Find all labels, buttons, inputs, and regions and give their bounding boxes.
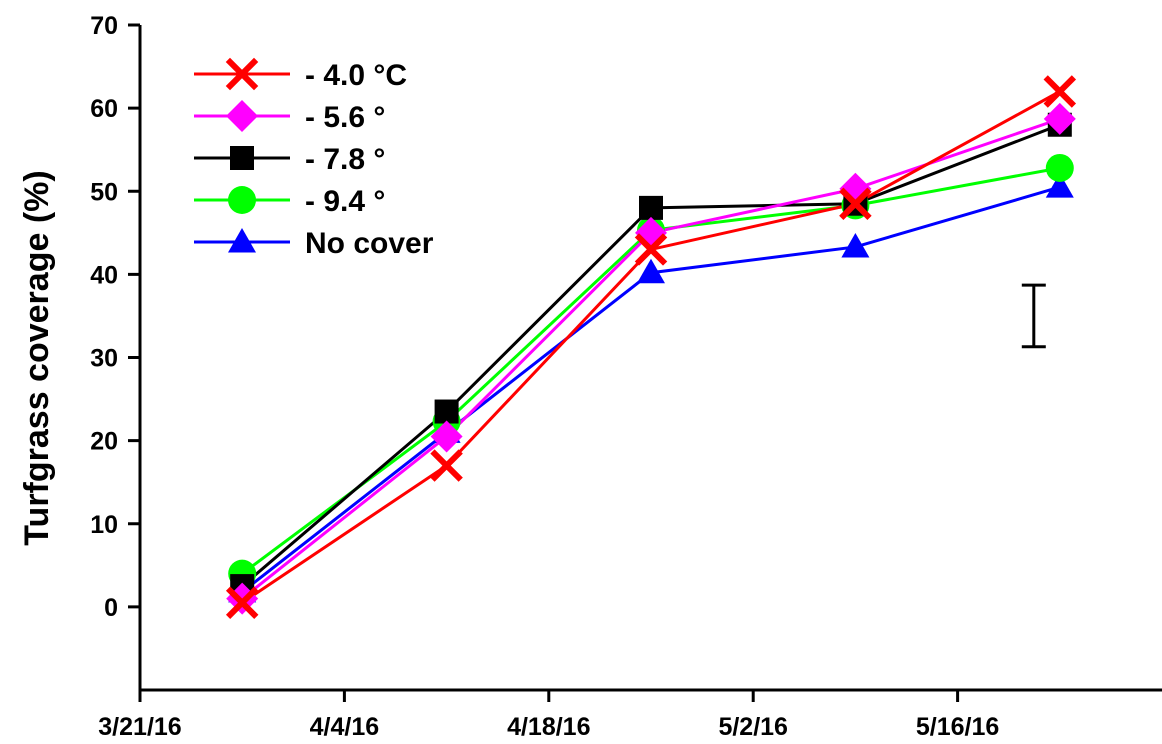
legend-label: - 5.6 ° [305, 101, 385, 134]
y-tick-label: 50 [90, 178, 118, 206]
x-tick-label: 5/2/16 [718, 713, 788, 741]
x-tick-label: 5/16/16 [916, 713, 999, 741]
legend-item: No cover [194, 227, 434, 260]
series-point [841, 232, 870, 258]
y-tick-label: 60 [90, 95, 118, 123]
legend-item: - 4.0 °C [194, 57, 407, 92]
plot-frame [138, 25, 1162, 692]
series-point [225, 57, 259, 91]
y-tick-label: 10 [90, 511, 118, 539]
y-tick-label: 0 [104, 594, 118, 622]
x-tick-label: 4/4/16 [310, 713, 380, 741]
legend-label: No cover [305, 227, 434, 260]
series-point [1045, 153, 1074, 182]
series-point [634, 233, 668, 266]
series-point [430, 420, 463, 453]
series-point [637, 258, 665, 284]
series-point [839, 187, 872, 220]
series-point [230, 146, 254, 170]
legend-item: - 7.8 ° [194, 143, 385, 176]
y-tick-label: 70 [90, 12, 118, 40]
legend-label: - 9.4 ° [305, 185, 385, 218]
y-tick-label: 20 [90, 428, 118, 456]
legend-label: - 4.0 °C [305, 59, 407, 92]
y-axis-ticks: 0 10 20 30 40 50 60 70 [90, 12, 140, 622]
series-point [228, 186, 256, 214]
series-point [434, 399, 459, 424]
series-point [1045, 173, 1074, 198]
x-tick-label: 3/21/16 [98, 713, 181, 741]
series-point [1043, 75, 1077, 108]
legend-item: - 9.4 ° [194, 185, 385, 218]
series-point [226, 100, 258, 132]
y-tick-label: 30 [90, 345, 118, 373]
series-point [228, 228, 256, 253]
x-tick-label: 4/18/16 [507, 713, 590, 741]
series-markers [225, 75, 1077, 619]
legend: - 4.0 °C - 5.6 ° - 7.8 ° - 9.4 ° No cover [194, 57, 434, 260]
series-point [430, 449, 463, 482]
legend-item: - 5.6 ° [194, 100, 385, 134]
error-bar [1021, 283, 1046, 349]
x-axis-ticks: 3/21/16 4/4/16 4/18/16 5/2/16 5/16/16 [98, 690, 999, 741]
series-point [639, 195, 663, 220]
series-point [1043, 102, 1076, 135]
y-tick-label: 40 [90, 261, 118, 289]
series-point [225, 586, 259, 619]
y-axis-title: Turfgrass coverage (%) [18, 170, 56, 545]
legend-label: - 7.8 ° [305, 143, 385, 176]
